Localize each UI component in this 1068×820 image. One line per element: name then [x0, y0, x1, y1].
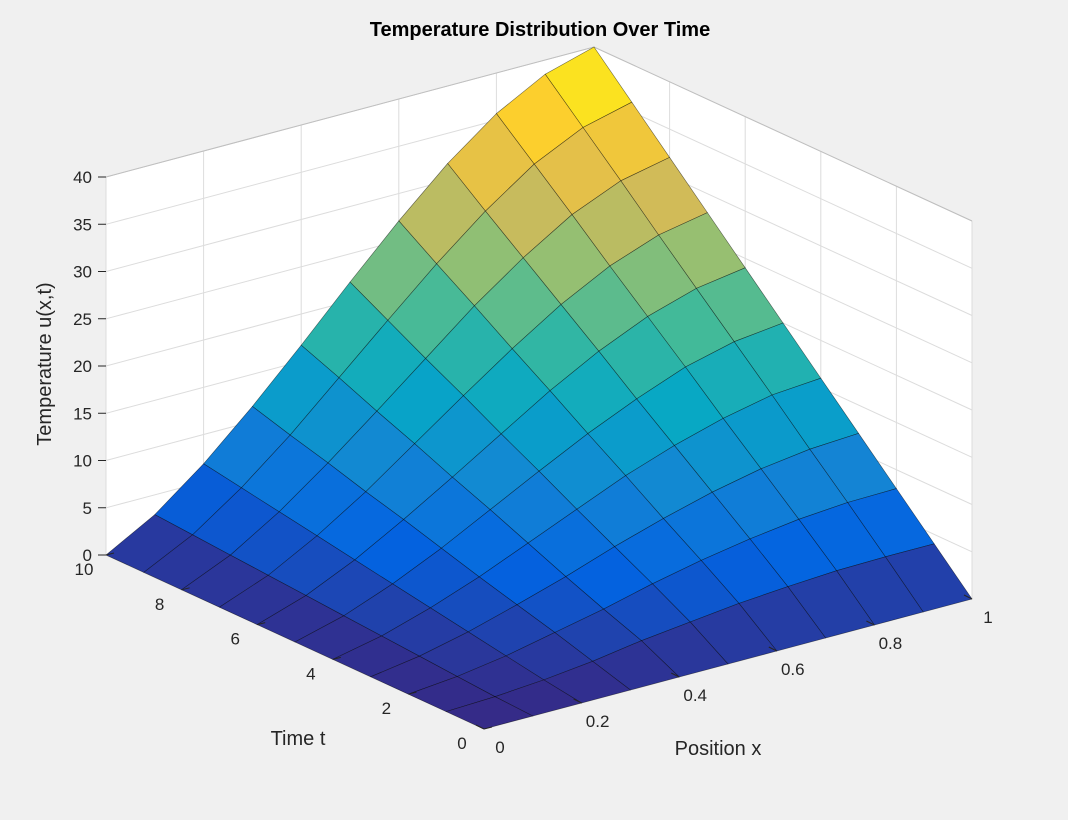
t-tick-mark: [408, 691, 417, 695]
x-tick-label: 0.6: [781, 660, 805, 679]
x-tick-label: 0.8: [879, 634, 903, 653]
t-tick-mark: [332, 656, 341, 660]
x-tick-mark: [670, 672, 680, 678]
x-tick-label: 0.2: [586, 712, 610, 731]
t-tick-label: 6: [230, 630, 239, 649]
t-tick-mark: [181, 587, 190, 591]
t-tick-label: 10: [75, 560, 94, 579]
z-tick-label: 35: [73, 215, 92, 234]
z-tick-label: 5: [83, 499, 92, 518]
x-tick-mark: [573, 698, 582, 704]
z-tick-label: 25: [73, 310, 92, 329]
x-tick-mark: [963, 594, 973, 600]
t-tick-label: 4: [306, 664, 315, 683]
x-tick-mark: [475, 724, 485, 730]
t-tick-label: 2: [382, 699, 391, 718]
z-tick-label: 20: [73, 357, 92, 376]
z-axis-label: Temperature u(x,t): [34, 282, 56, 445]
z-tick-label: 30: [73, 263, 92, 282]
surface-patch: [445, 696, 534, 730]
t-tick-label: 8: [155, 595, 164, 614]
z-tick-label: 10: [73, 452, 92, 471]
chart-title: Temperature Distribution Over Time: [370, 19, 710, 41]
x-tick-label: 1: [983, 608, 992, 627]
t-tick-label: 0: [457, 734, 466, 753]
x-tick-label: 0: [495, 738, 504, 757]
x-tick-mark: [768, 646, 778, 652]
z-tick-label: 40: [73, 168, 92, 187]
t-tick-mark: [257, 622, 266, 626]
y-axis-label: Time t: [271, 728, 326, 750]
z-tick-label: 15: [73, 404, 92, 423]
surface-plot: [105, 46, 973, 730]
t-tick-mark: [105, 552, 115, 556]
x-axis-label: Position x: [675, 738, 762, 760]
z-tick-label: 0: [83, 546, 92, 565]
t-tick-mark: [483, 726, 493, 730]
x-tick-mark: [866, 620, 875, 626]
x-tick-label: 0.4: [683, 686, 707, 705]
